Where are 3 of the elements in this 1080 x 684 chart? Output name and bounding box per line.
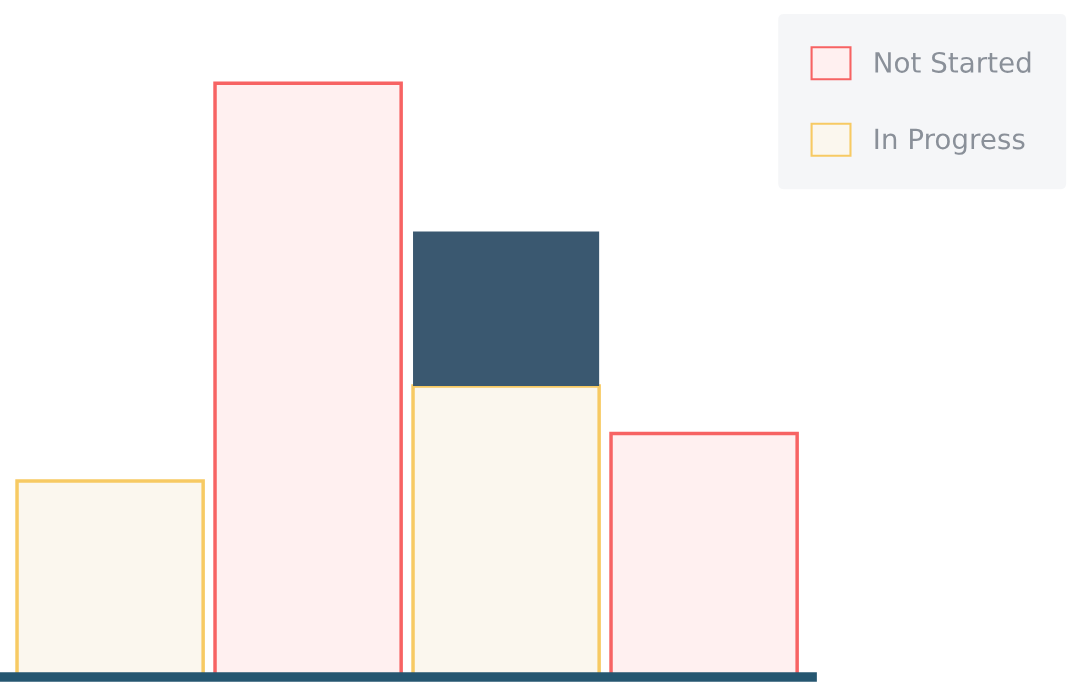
legend-label: Not Started (875, 51, 1031, 73)
legend-label: In Progress (875, 128, 1025, 155)
bar (413, 231, 600, 387)
